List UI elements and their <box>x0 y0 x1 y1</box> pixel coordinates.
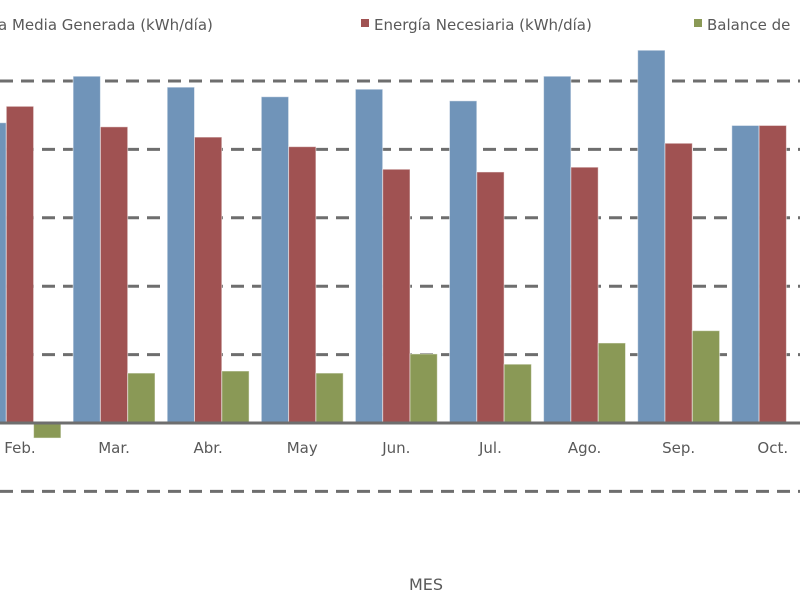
x-tick-labels: Feb. Mar. Abr. May Jun. Jul. Ago. Sep. Oct. <box>4 439 788 457</box>
x-tick-label: Feb. <box>4 439 35 457</box>
bar-balance-ago <box>597 342 627 424</box>
bars <box>0 49 787 439</box>
bar-balance-feb <box>33 422 62 439</box>
bar-generada-abr <box>166 86 195 424</box>
bar-generada-sep <box>637 49 666 424</box>
bar-necesaria-abr <box>194 136 223 424</box>
legend-label-generada: a Media Generada (kWh/día) <box>0 16 213 34</box>
bar-generada-jun <box>354 88 384 424</box>
bar-generada-may <box>260 96 290 424</box>
bar-balance-sep <box>691 330 721 424</box>
x-tick-label: Jun. <box>381 439 410 457</box>
x-tick-label: May <box>287 439 318 457</box>
bar-generada-mar <box>72 75 101 424</box>
legend-swatch-necesaria <box>361 19 369 27</box>
bar-necesaria-oct <box>758 124 787 424</box>
bar-balance-jun <box>409 353 438 424</box>
bar-balance-may <box>315 372 344 424</box>
bar-necesaria-mar <box>99 126 129 424</box>
x-tick-label: Sep. <box>662 439 695 457</box>
legend-swatch-balance <box>694 19 702 27</box>
bar-balance-jul <box>503 363 532 424</box>
bar-balance-mar <box>127 372 156 424</box>
x-tick-label: Jul. <box>478 439 502 457</box>
bar-generada-jul <box>449 100 478 424</box>
bar-generada-ago <box>543 75 572 424</box>
bar-necesaria-jul <box>476 171 505 424</box>
bar-necesaria-feb <box>5 105 35 424</box>
legend-label-balance: Balance de <box>707 16 790 34</box>
legend-label-necesaria: Energía Necesiaria (kWh/día) <box>374 16 592 34</box>
bar-necesaria-may <box>288 146 317 424</box>
x-axis-title: MES <box>409 575 443 594</box>
legend: a Media Generada (kWh/día) Energía Neces… <box>0 16 790 34</box>
bar-generada-oct <box>731 124 760 424</box>
x-tick-label: Abr. <box>193 439 222 457</box>
bar-necesaria-ago <box>570 166 599 424</box>
bar-necesaria-jun <box>382 168 411 424</box>
bar-necesaria-sep <box>664 142 693 424</box>
x-tick-label: Oct. <box>757 439 788 457</box>
bar-generada-feb <box>0 122 7 424</box>
x-tick-label: Ago. <box>568 439 601 457</box>
bar-balance-abr <box>221 370 250 424</box>
x-tick-label: Mar. <box>98 439 130 457</box>
